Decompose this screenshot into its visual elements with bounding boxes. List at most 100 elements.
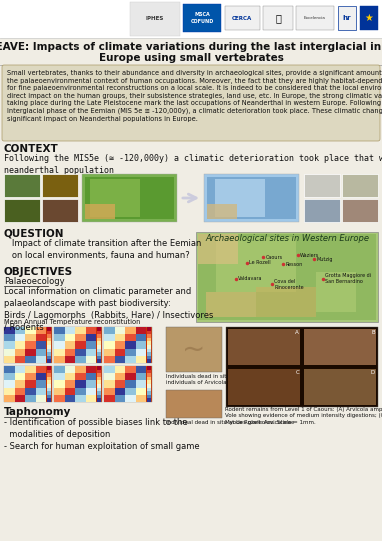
Bar (97, 387, 101, 391)
Bar (115, 341, 125, 348)
Text: Waziers: Waziers (300, 253, 319, 258)
Bar (115, 395, 125, 402)
Bar (25, 327, 36, 334)
Bar (86, 348, 96, 356)
Bar (147, 398, 151, 402)
Bar (130, 2, 180, 36)
Bar (125, 373, 136, 380)
Bar (97, 348, 101, 352)
Bar (125, 327, 136, 334)
Bar (4, 380, 15, 387)
Bar (65, 327, 75, 334)
Bar (75, 348, 86, 356)
Bar (97, 352, 101, 356)
Bar (104, 327, 152, 363)
Bar (36, 327, 46, 334)
Bar (15, 356, 25, 363)
Bar (42, 174, 78, 197)
Bar (147, 391, 151, 395)
Bar (147, 387, 151, 391)
Bar (85, 177, 174, 219)
Bar (104, 373, 115, 380)
Bar (125, 356, 136, 363)
Bar (54, 366, 65, 373)
Bar (360, 6, 378, 30)
Bar (75, 366, 86, 373)
Bar (97, 373, 101, 377)
Bar (47, 345, 51, 348)
Bar (304, 369, 376, 405)
Bar (198, 234, 376, 320)
Text: C: C (295, 370, 299, 375)
Bar (65, 348, 75, 356)
Bar (342, 174, 378, 197)
Bar (15, 380, 25, 387)
Text: B: B (371, 330, 375, 335)
Bar (104, 334, 115, 341)
Bar (97, 356, 101, 359)
Bar (15, 373, 25, 380)
Bar (86, 341, 96, 348)
Text: Taphonomy: Taphonomy (4, 407, 71, 417)
Text: Resson: Resson (285, 262, 303, 267)
Bar (65, 341, 75, 348)
Bar (115, 348, 125, 356)
Bar (125, 334, 136, 341)
Bar (125, 380, 136, 387)
Bar (65, 356, 75, 363)
Bar (36, 387, 46, 395)
Bar (47, 327, 51, 331)
Bar (75, 387, 86, 395)
Bar (215, 179, 265, 217)
Bar (104, 387, 115, 395)
Bar (136, 373, 146, 380)
Bar (86, 373, 96, 380)
Text: Le Rozell: Le Rozell (249, 260, 270, 265)
Bar (104, 341, 115, 348)
Bar (54, 327, 65, 334)
Bar (225, 6, 260, 30)
Bar (4, 387, 15, 395)
Bar (25, 334, 36, 341)
Text: 🔑: 🔑 (275, 13, 281, 23)
Bar (36, 380, 46, 387)
Bar (97, 359, 101, 363)
Bar (47, 373, 51, 377)
Bar (4, 199, 40, 222)
Bar (147, 377, 151, 380)
Text: Small vertebrates, thanks to their abundance and diversity in archaeological sit: Small vertebrates, thanks to their abund… (7, 70, 382, 122)
Bar (54, 380, 65, 387)
Bar (125, 341, 136, 348)
Bar (25, 395, 36, 402)
Bar (125, 366, 136, 373)
Bar (147, 366, 151, 370)
FancyBboxPatch shape (2, 65, 380, 141)
Text: Cova del
Rinoceronte: Cova del Rinoceronte (274, 279, 304, 289)
Bar (25, 373, 36, 380)
Text: Grotta Maggiore di
San Bernardino: Grotta Maggiore di San Bernardino (325, 273, 372, 284)
Bar (115, 327, 125, 334)
Bar (147, 331, 151, 334)
Bar (147, 327, 151, 331)
Text: ★: ★ (365, 13, 373, 23)
Text: Europe using small vertebrates: Europe using small vertebrates (99, 53, 283, 63)
Bar (65, 334, 75, 341)
Text: Valdavara: Valdavara (238, 276, 262, 281)
Bar (25, 366, 36, 373)
Bar (4, 327, 15, 334)
Bar (342, 199, 378, 222)
Bar (136, 387, 146, 395)
Bar (36, 356, 46, 363)
Bar (54, 366, 102, 402)
Bar (15, 327, 25, 334)
Bar (15, 387, 25, 395)
Bar (97, 377, 101, 380)
Bar (75, 327, 86, 334)
Bar (4, 174, 40, 197)
Text: IPHES: IPHES (146, 16, 164, 22)
Bar (54, 334, 65, 341)
Bar (136, 348, 146, 356)
Text: ~: ~ (182, 335, 206, 364)
Bar (263, 6, 293, 30)
Bar (136, 395, 146, 402)
